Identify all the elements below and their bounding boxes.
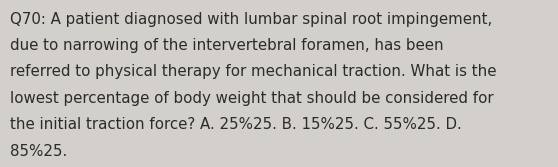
Text: Q70: A patient diagnosed with lumbar spinal root impingement,: Q70: A patient diagnosed with lumbar spi… bbox=[10, 12, 492, 27]
Text: referred to physical therapy for mechanical traction. What is the: referred to physical therapy for mechani… bbox=[10, 64, 497, 79]
Text: due to narrowing of the intervertebral foramen, has been: due to narrowing of the intervertebral f… bbox=[10, 38, 444, 53]
Text: lowest percentage of body weight that should be considered for: lowest percentage of body weight that sh… bbox=[10, 91, 494, 106]
Text: 85%25.: 85%25. bbox=[10, 144, 68, 159]
Text: the initial traction force? A. 25%25. B. 15%25. C. 55%25. D.: the initial traction force? A. 25%25. B.… bbox=[10, 117, 462, 132]
